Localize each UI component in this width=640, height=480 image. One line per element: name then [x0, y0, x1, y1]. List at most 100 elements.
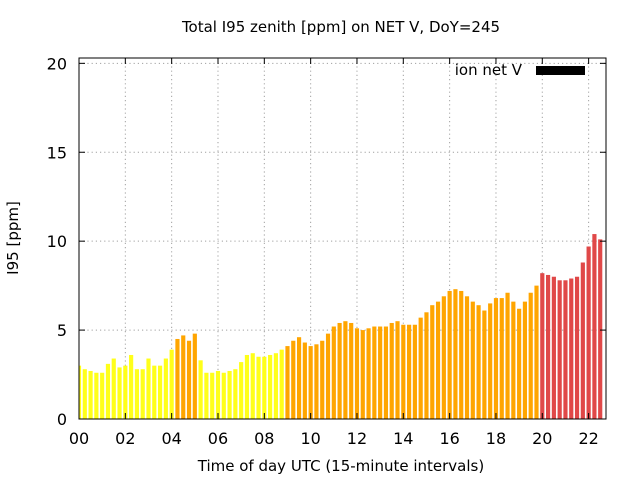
- y-tick-label: 10: [47, 232, 67, 251]
- bar: [262, 356, 267, 419]
- bar: [175, 338, 180, 419]
- bar: [279, 349, 284, 419]
- legend-label: ion net V: [455, 61, 523, 79]
- bar: [349, 322, 354, 419]
- bar: [482, 310, 487, 419]
- bar: [499, 298, 504, 419]
- bar: [296, 337, 302, 419]
- bar: [360, 330, 365, 419]
- bar: [100, 372, 105, 419]
- bar: [140, 369, 145, 419]
- legend: ion net V: [455, 61, 585, 79]
- x-tick-label: 22: [578, 429, 598, 448]
- bar: [163, 358, 168, 419]
- x-tick-label: 02: [115, 429, 135, 448]
- bar: [551, 276, 556, 419]
- bar: [546, 274, 551, 419]
- x-axis-label: Time of day UTC (15-minute intervals): [197, 457, 484, 475]
- chart-title: Total I95 zenith [ppm] on NET V, DoY=245: [181, 18, 500, 36]
- bar: [395, 321, 400, 419]
- x-tick-label: 04: [161, 429, 181, 448]
- bar: [169, 349, 174, 419]
- bar: [186, 340, 192, 419]
- x-tick-label: 18: [486, 429, 506, 448]
- bar: [227, 370, 232, 419]
- bar: [273, 353, 278, 419]
- axis-ticks: 0 5 10 15 20 00 02 04 06 08 10 12 14 16 18 20 22: [47, 54, 606, 448]
- bar: [435, 301, 441, 419]
- bar: [580, 262, 585, 419]
- x-tick-label: 08: [254, 429, 274, 448]
- bar: [88, 370, 93, 419]
- y-tick-label: 5: [57, 321, 67, 340]
- bar: [82, 369, 87, 419]
- bar: [488, 303, 493, 419]
- bar: [204, 372, 209, 419]
- bar: [198, 360, 203, 419]
- x-tick-label: 00: [69, 429, 89, 448]
- bar: [476, 305, 481, 419]
- bar: [320, 340, 325, 419]
- y-tick-label: 20: [47, 54, 67, 73]
- bar: [152, 365, 157, 419]
- x-tick-label: 10: [300, 429, 320, 448]
- bar: [285, 346, 290, 419]
- bar: [505, 292, 510, 419]
- bar: [268, 354, 273, 419]
- bar: [366, 328, 371, 419]
- x-tick-label: 16: [439, 429, 459, 448]
- bar: [250, 353, 255, 419]
- bar: [157, 365, 163, 419]
- bar: [215, 370, 221, 419]
- bar: [372, 326, 377, 419]
- bar: [511, 301, 516, 419]
- bar: [337, 322, 342, 419]
- y-tick-label: 15: [47, 143, 67, 162]
- bar: [291, 340, 296, 419]
- y-tick-label: 0: [57, 410, 67, 429]
- bar: [354, 328, 360, 419]
- bar: [383, 326, 389, 419]
- bar: [418, 317, 423, 419]
- bar: [401, 324, 406, 419]
- bar: [244, 354, 250, 419]
- bar: [210, 372, 215, 419]
- bar: [592, 234, 597, 419]
- bar: [331, 326, 336, 419]
- bar: [586, 246, 591, 419]
- legend-swatch: [536, 66, 585, 75]
- bar: [325, 333, 331, 419]
- bar: [389, 322, 394, 419]
- x-tick-label: 06: [208, 429, 228, 448]
- bar: [239, 362, 244, 419]
- bar: [129, 354, 134, 419]
- bar: [517, 308, 522, 419]
- bar: [453, 289, 458, 419]
- bar: [493, 298, 499, 419]
- bar: [540, 273, 545, 419]
- bar: [181, 335, 186, 419]
- bar: [528, 292, 533, 419]
- bar: [441, 296, 446, 419]
- plot-frame: [78, 57, 607, 420]
- bar: [563, 280, 568, 419]
- bar: [534, 285, 539, 419]
- bar: [412, 324, 417, 419]
- x-tick-label: 12: [347, 429, 367, 448]
- bar: [192, 333, 197, 419]
- bar: [378, 326, 383, 419]
- bar: [302, 342, 307, 419]
- bar: [430, 305, 435, 419]
- y-axis-label: I95 [ppm]: [4, 201, 22, 275]
- bar: [598, 239, 603, 419]
- bar: [221, 372, 226, 419]
- bar: [146, 358, 151, 419]
- bar: [134, 369, 139, 419]
- x-tick-label: 14: [393, 429, 413, 448]
- bar: [464, 296, 470, 419]
- bar: [105, 363, 111, 419]
- bar: [569, 278, 574, 419]
- x-tick-label: 20: [532, 429, 552, 448]
- bar: [117, 367, 122, 419]
